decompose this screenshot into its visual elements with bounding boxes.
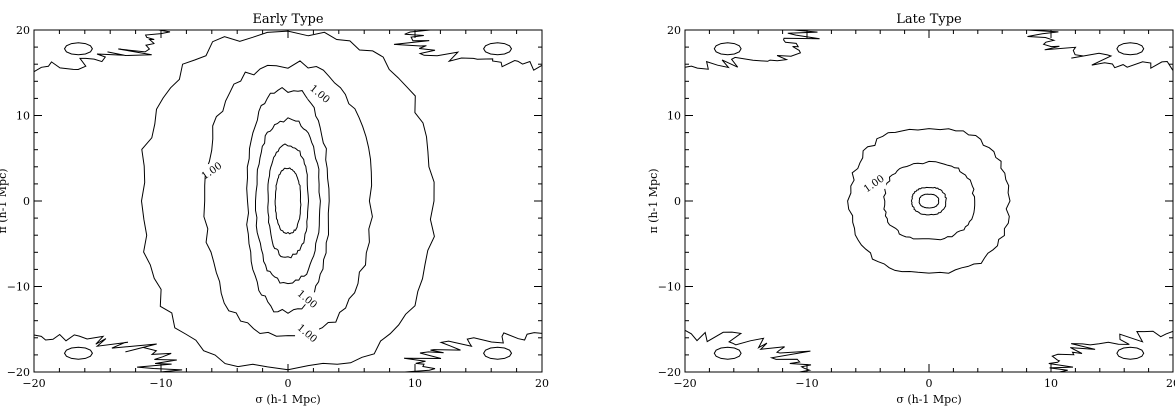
corner-blob <box>483 346 513 360</box>
contour-label: 1.00 <box>295 323 319 346</box>
corner-contour <box>1027 30 1173 71</box>
y-axis-label: π (h-1 Mpc) <box>0 168 9 233</box>
contour-line <box>274 167 302 235</box>
corner-contour <box>685 329 812 372</box>
plot-frame <box>684 29 1174 373</box>
x-axis-label: σ (h-1 Mpc) <box>255 393 320 406</box>
plot-frame <box>33 29 543 373</box>
corner-blob <box>63 346 93 360</box>
contour-group <box>685 30 1173 372</box>
contour-label-bg <box>862 176 887 189</box>
chart-title: Early Type <box>252 12 323 27</box>
y-tick-label: 0 <box>23 195 30 208</box>
y-tick-label: 0 <box>674 195 681 208</box>
contour-line <box>847 128 1011 274</box>
x-tick-label: 10 <box>1044 377 1058 390</box>
corner-blob <box>1116 42 1145 56</box>
corner-contour <box>404 332 542 372</box>
corner-contour <box>1048 330 1173 372</box>
contour-group <box>34 30 542 372</box>
panel-early-type: Early Type −20 −10 0 10 20 −20 −10 0 10 20 σ (h-1 M… <box>0 12 549 406</box>
contour-line <box>910 186 947 216</box>
contour-line <box>918 193 940 209</box>
chart-title: Late Type <box>896 12 962 27</box>
corner-blob <box>713 346 742 360</box>
y-tick-label: 20 <box>16 24 30 37</box>
corner-contour <box>34 333 183 372</box>
contour-label-bg <box>307 87 332 100</box>
contour-line <box>883 160 976 241</box>
x-tick-label: 10 <box>408 377 422 390</box>
contour-label-bg <box>199 164 224 177</box>
contour-label: 1.00 <box>295 288 319 311</box>
panel-late-type: Late Type −20 −10 0 10 20 −20 −10 0 10 20 σ (h-1 Mp… <box>647 12 1175 406</box>
x-tick-label: −10 <box>149 377 172 390</box>
x-tick-label: −20 <box>673 377 696 390</box>
contour-line <box>255 117 321 285</box>
corner-contour <box>685 30 820 70</box>
contour-label: 1.00 <box>307 83 331 106</box>
contour-line <box>140 30 435 371</box>
y-tick-label: −10 <box>7 281 30 294</box>
corner-blob <box>713 42 742 56</box>
contour-line <box>267 143 310 259</box>
contour-label: 1.00 <box>862 173 887 195</box>
y-tick-label: 10 <box>16 110 30 123</box>
contour-line <box>203 60 373 339</box>
contour-label-bg <box>295 292 320 305</box>
corner-blob <box>483 42 513 56</box>
x-tick-label: −20 <box>22 377 45 390</box>
corner-contour <box>393 30 542 71</box>
y-tick-label: −10 <box>658 281 681 294</box>
corner-contour <box>34 30 171 73</box>
x-tick-label: 0 <box>926 377 933 390</box>
contour-label-bg <box>295 326 320 339</box>
corner-blob <box>1116 346 1145 360</box>
y-axis-label: π (h-1 Mpc) <box>647 168 660 233</box>
corner-blob <box>63 42 93 56</box>
x-tick-label: −10 <box>795 377 818 390</box>
contour-label: 1.00 <box>200 161 225 183</box>
x-tick-label: 20 <box>535 377 549 390</box>
y-tick-label: −20 <box>7 366 30 379</box>
x-tick-label: 20 <box>1166 377 1175 390</box>
x-tick-label: 0 <box>285 377 292 390</box>
x-axis-label: σ (h-1 Mpc) <box>896 393 961 406</box>
y-tick-label: −20 <box>658 366 681 379</box>
contour-line <box>246 86 330 314</box>
y-tick-label: 20 <box>667 24 681 37</box>
y-tick-label: 10 <box>667 110 681 123</box>
